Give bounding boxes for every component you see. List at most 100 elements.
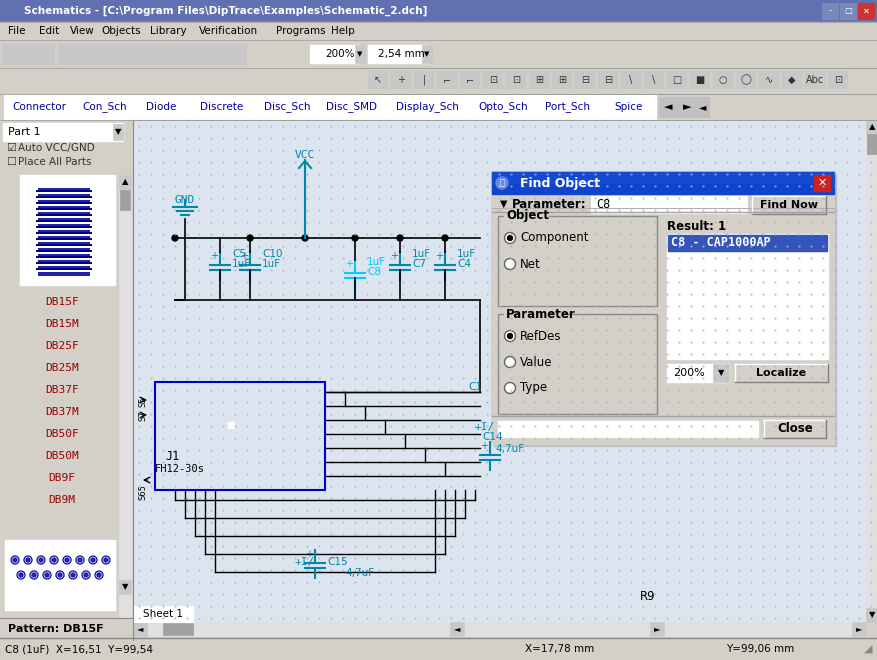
Bar [38,200,90,204]
Bar [90,44,108,64]
Text: +: + [396,75,404,85]
Circle shape [352,235,358,241]
Text: Schematics - [C:\Program Files\DipTrace\Examples\Schematic_2.dch]: Schematics - [C:\Program Files\DipTrace\… [24,6,427,16]
Text: Sheet 1: Sheet 1 [143,609,182,619]
Bar [120,190,130,210]
Text: C8: C8 [367,267,381,277]
Bar [38,242,90,246]
Text: Spice: Spice [614,102,642,112]
Bar [620,71,640,89]
Bar [414,71,433,89]
Text: Part 1: Part 1 [8,127,40,137]
Text: Object: Object [505,209,548,222]
Bar [751,196,825,214]
Text: ►: ► [855,624,861,634]
Bar [36,226,92,228]
Text: ⊡: ⊡ [488,75,496,85]
Bar [36,244,92,246]
Text: ▼: ▼ [115,127,121,137]
Bar [529,71,548,89]
Bar [491,172,833,194]
Bar [58,44,76,64]
Bar [491,172,833,183]
Text: C8 - CAP1000AP: C8 - CAP1000AP [670,236,770,249]
Text: ▼: ▼ [357,51,362,57]
Bar [319,95,383,119]
Bar [76,95,132,119]
Circle shape [19,573,23,577]
Bar [677,97,695,117]
Circle shape [504,356,515,368]
Text: Objects: Objects [102,26,141,36]
Text: ↖: ↖ [374,75,381,85]
Bar [189,95,253,119]
Text: ◄: ◄ [698,102,706,112]
Bar [36,190,92,192]
Bar [4,95,75,119]
Text: ▼: ▼ [122,583,128,591]
Text: ⊟: ⊟ [603,75,611,85]
Bar [132,120,877,622]
Bar [865,120,877,622]
Bar [422,45,431,63]
Bar [712,364,728,382]
Bar [813,175,829,191]
Bar [119,175,131,189]
Text: Component: Component [519,232,588,244]
Text: DB15M: DB15M [45,319,79,329]
Bar [0,638,877,660]
Bar [667,234,827,359]
Bar [0,618,132,640]
Text: 200%: 200% [324,49,354,59]
Text: View: View [70,26,95,36]
Bar [119,580,131,594]
Bar [38,266,90,270]
Bar [866,134,876,154]
Text: Verification: Verification [198,26,258,36]
Text: Connector: Connector [12,102,67,112]
Text: DB25F: DB25F [45,341,79,351]
Bar [38,206,90,210]
Bar [696,97,709,117]
Text: DB9M: DB9M [48,495,75,505]
Text: Abc: Abc [805,75,824,85]
Circle shape [504,331,515,341]
Text: S5: S5 [139,397,148,407]
Bar [38,212,90,216]
Text: ►: ► [682,102,690,112]
Circle shape [441,235,447,241]
Bar [535,95,599,119]
Bar [865,608,877,622]
Text: \: \ [629,75,632,85]
Bar [38,254,90,258]
Bar [5,540,115,610]
Bar [667,235,826,251]
Text: Library: Library [150,26,187,36]
Bar [734,364,827,382]
Bar [128,44,146,64]
Text: ⊟: ⊟ [581,75,588,85]
Text: Y=99,06 mm: Y=99,06 mm [725,644,793,654]
Text: J1: J1 [165,451,179,463]
Bar [144,44,162,64]
Bar [0,0,877,22]
Text: Parameter: Parameter [505,308,575,321]
Bar [36,202,92,204]
Circle shape [507,333,512,339]
Text: +: + [304,549,312,559]
Text: DB50M: DB50M [45,451,79,461]
Bar [758,71,778,89]
Bar [36,268,92,270]
Bar [36,208,92,210]
Bar [597,71,617,89]
Circle shape [103,558,108,562]
Bar [132,606,193,622]
Text: 4,7uF: 4,7uF [345,568,374,578]
Bar [643,71,663,89]
Text: ■: ■ [695,75,704,85]
Text: C7: C7 [411,259,425,269]
Text: ▼: ▼ [717,368,724,378]
Text: Auto VCC/GND: Auto VCC/GND [18,143,95,153]
Bar [601,95,655,119]
Text: Port_Sch: Port_Sch [545,102,590,112]
